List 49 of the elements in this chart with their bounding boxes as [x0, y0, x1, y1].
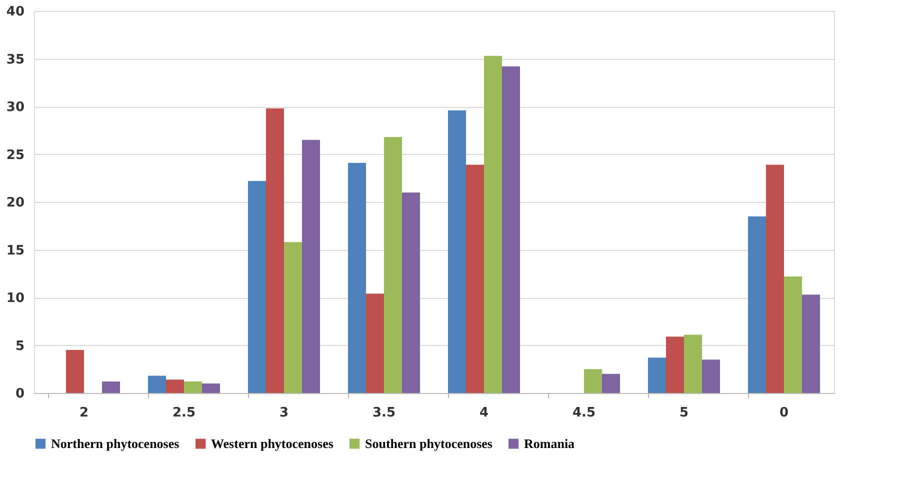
bar [466, 164, 484, 393]
bar [284, 242, 302, 393]
bar [666, 336, 684, 393]
bar [184, 382, 202, 393]
x-tick-label: 3.5 [372, 406, 396, 420]
bar [384, 137, 402, 393]
bar [202, 383, 220, 393]
bar [648, 358, 666, 393]
legend-label: Western phytocenoses [211, 436, 334, 451]
bar [148, 376, 166, 393]
x-tick-label: 2 [79, 406, 89, 420]
y-tick-label: 35 [6, 52, 24, 68]
legend-label: Southern phytocenoses [365, 436, 492, 451]
bar [248, 180, 266, 393]
bar [348, 162, 366, 393]
x-tick-label: 2.5 [172, 406, 196, 420]
bar [448, 110, 466, 393]
y-tick-label: 20 [6, 196, 24, 210]
bar [584, 369, 602, 393]
y-tick-label: 15 [6, 243, 24, 258]
bar [784, 276, 802, 393]
legend-label: Romania [524, 436, 576, 451]
y-tick-label: 25 [6, 148, 24, 163]
bar [166, 380, 184, 393]
y-tick-label: 40 [6, 4, 24, 20]
bar [766, 164, 784, 393]
bar [402, 192, 420, 393]
bar [684, 334, 702, 393]
y-tick-label: 5 [15, 338, 24, 354]
bar [748, 216, 766, 393]
bar [266, 108, 284, 393]
x-tick-label: 4 [479, 406, 489, 420]
x-tick-label: 4.5 [572, 406, 596, 420]
x-tick-label: 0 [779, 406, 789, 420]
bar [102, 382, 120, 393]
legend-label: Northern phytocenoses [51, 436, 180, 451]
bar [702, 360, 720, 393]
bar [802, 294, 820, 393]
y-tick-label: 0 [15, 386, 24, 402]
bar [302, 140, 320, 393]
bar [366, 294, 384, 393]
bar [66, 350, 84, 393]
bar [602, 374, 620, 393]
bar [484, 56, 502, 393]
y-tick-label: 10 [6, 291, 24, 306]
y-tick-label: 30 [6, 100, 24, 115]
x-tick-label: 3 [279, 406, 289, 420]
x-tick-label: 5 [679, 406, 689, 420]
bar [502, 66, 520, 393]
